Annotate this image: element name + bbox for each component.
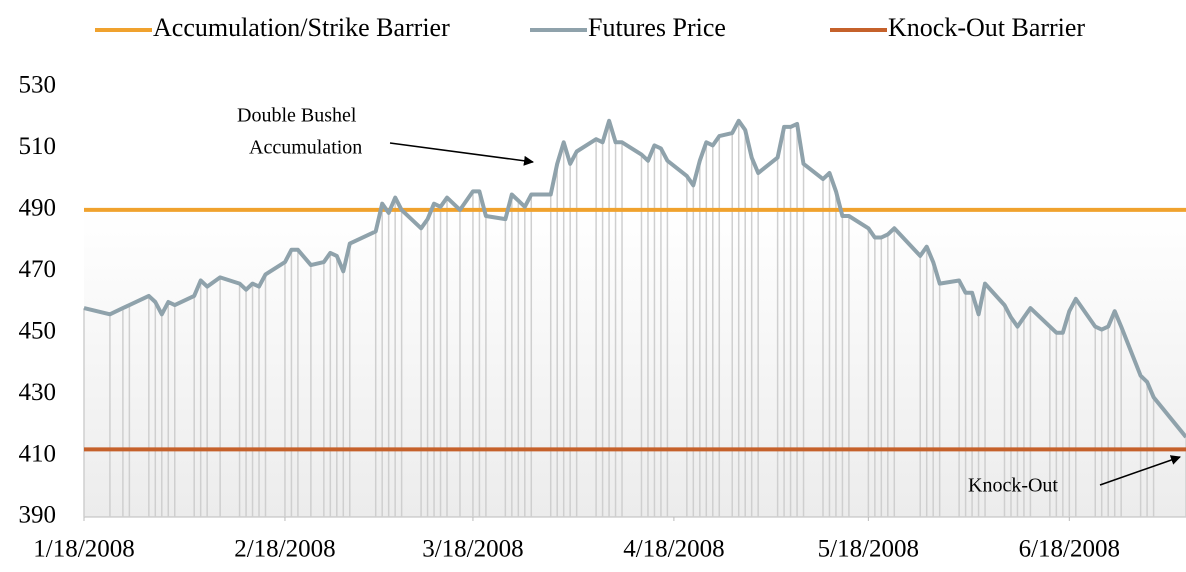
y-tick-label: 470 [19, 256, 57, 283]
legend-label: Futures Price [588, 13, 726, 42]
y-tick-label: 410 [19, 440, 57, 467]
x-tick-label: 6/18/2008 [1019, 536, 1120, 563]
y-tick-label: 490 [19, 195, 57, 222]
x-tick-label: 3/18/2008 [422, 536, 523, 563]
annotation: Knock-Out [968, 475, 1058, 497]
annotation-arrow [389, 142, 534, 166]
x-tick-label: 1/18/2008 [33, 536, 134, 563]
annotation: Accumulation [249, 137, 362, 159]
x-tick-label: 5/18/2008 [818, 536, 919, 563]
y-tick-label: 530 [19, 72, 57, 99]
annotation: Double Bushel [237, 105, 357, 127]
legend-label: Accumulation/Strike Barrier [153, 13, 450, 42]
y-tick-label: 510 [19, 133, 57, 160]
y-tick-label: 390 [19, 502, 57, 529]
annotation-arrow [1099, 455, 1181, 486]
price-line [83, 118, 1186, 439]
legend-label: Knock-Out Barrier [888, 13, 1085, 42]
x-tick-label: 2/18/2008 [234, 536, 335, 563]
plot-background [84, 209, 1186, 517]
y-tick-label: 450 [19, 317, 57, 344]
x-tick-label: 4/18/2008 [623, 536, 724, 563]
y-tick-label: 430 [19, 379, 57, 406]
